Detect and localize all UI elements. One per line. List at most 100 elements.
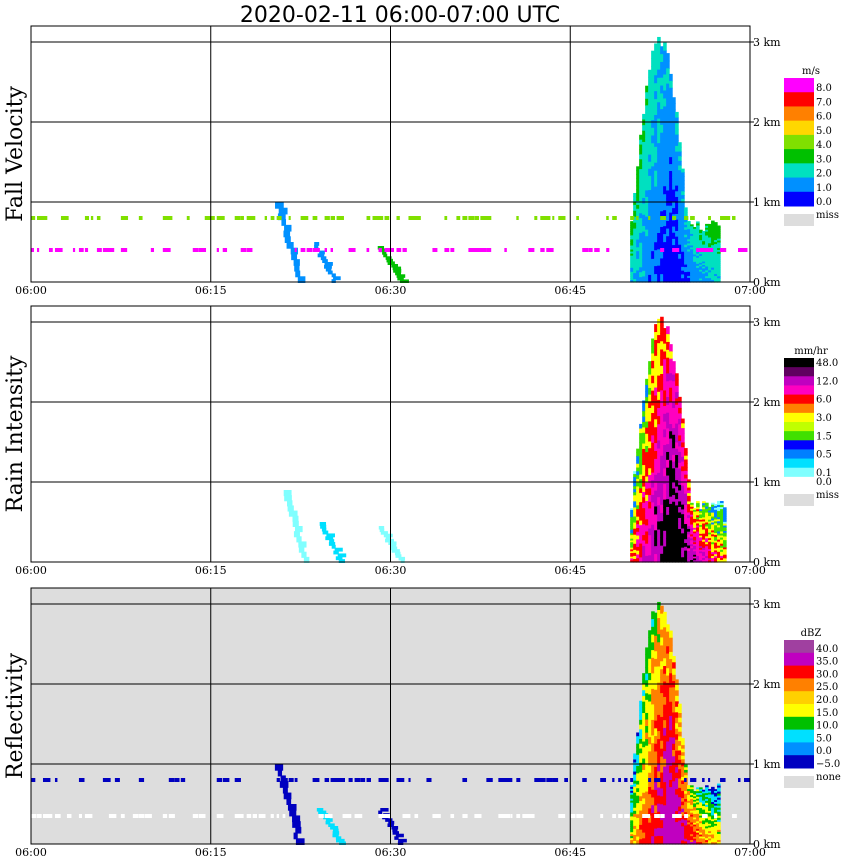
echo-cell [630, 231, 634, 234]
echo-cell [693, 554, 697, 558]
echo-cell [705, 812, 709, 816]
echo-cell [714, 507, 718, 511]
echo-cell [657, 480, 661, 490]
echo-cell [630, 522, 634, 525]
echo-cell [639, 781, 643, 788]
echo-cell [699, 514, 703, 517]
echo-cell [699, 533, 703, 537]
x-tick-label: 06:00 [15, 564, 47, 577]
echo-cell [681, 418, 685, 424]
echo-cell [642, 427, 646, 434]
echo-cell [654, 75, 658, 84]
echo-cell [654, 458, 658, 468]
echo-cell [630, 265, 634, 269]
echo-cell [645, 403, 649, 410]
echo-cell [633, 264, 637, 268]
echo-cell [678, 773, 682, 780]
echo-cell [693, 258, 697, 261]
precip-streak-pixel [333, 276, 341, 281]
echo-cell [645, 216, 649, 224]
echo-cell [720, 517, 724, 520]
echo-cell [711, 236, 715, 240]
echo-cell [687, 241, 691, 244]
echo-cell [711, 821, 715, 824]
echo-cell [645, 446, 649, 453]
echo-cell [651, 750, 655, 760]
echo-cell [636, 166, 640, 171]
echo-cell [633, 540, 637, 545]
echo-line-pixel [648, 778, 652, 782]
echo-cell [660, 708, 664, 718]
echo-cell [711, 267, 715, 271]
echo-cell [684, 558, 688, 563]
colorbar-label: 1.5 [816, 431, 832, 442]
echo-cell [717, 803, 721, 807]
echo-cell [639, 188, 643, 195]
echo-cell [666, 778, 670, 787]
echo-cell [705, 560, 709, 563]
echo-cell [675, 800, 679, 807]
echo-cell [663, 50, 667, 60]
echo-cell [636, 459, 640, 465]
precip-streak-pixel [396, 274, 406, 278]
echo-cell [699, 791, 703, 794]
echo-cell [681, 518, 685, 525]
echo-cell [678, 792, 682, 798]
echo-cell [657, 731, 661, 740]
echo-cell [666, 236, 670, 245]
echo-cell [633, 219, 637, 224]
echo-cell [651, 789, 655, 799]
echo-cell [714, 532, 718, 536]
echo-cell [663, 828, 667, 837]
echo-cell [660, 496, 664, 506]
echo-cell [714, 801, 718, 805]
echo-cell [663, 820, 667, 830]
echo-cell [666, 763, 670, 772]
echo-cell [639, 242, 643, 249]
echo-cell [645, 653, 649, 662]
echo-cell [699, 798, 703, 802]
echo-cell [681, 745, 685, 750]
echo-cell [702, 254, 706, 258]
echo-cell [711, 506, 715, 510]
echo-cell [705, 800, 709, 804]
echo-cell [717, 251, 721, 255]
echo-cell [690, 810, 694, 814]
echo-cell [687, 789, 691, 792]
echo-cell [636, 482, 640, 488]
echo-cell [708, 534, 712, 537]
echo-cell [663, 491, 667, 501]
echo-cell [714, 278, 718, 281]
echo-line-pixel [444, 248, 450, 252]
echo-cell [654, 67, 658, 76]
echo-cell [678, 545, 682, 552]
echo-cell [699, 269, 703, 273]
echo-cell [711, 522, 715, 526]
echo-cell [630, 233, 634, 236]
echo-line-pixel [690, 778, 697, 782]
echo-cell [699, 273, 703, 276]
echo-cell [678, 713, 682, 719]
precip-streak-pixel [289, 809, 297, 817]
echo-cell [645, 384, 649, 392]
echo-cell [666, 428, 670, 437]
colorbar-swatch [784, 412, 814, 423]
echo-cell [681, 514, 685, 520]
echo-cell [699, 830, 703, 834]
echo-cell [672, 535, 676, 543]
echo-cell [645, 105, 649, 113]
echo-cell [693, 840, 697, 843]
echo-cell [657, 359, 661, 369]
echo-cell [651, 797, 655, 806]
echo-cell [633, 810, 637, 815]
echo-cell [681, 232, 685, 238]
echo-cell [696, 263, 700, 267]
echo-cell [669, 532, 673, 541]
echo-cell [705, 252, 709, 256]
echo-cell [630, 517, 634, 520]
echo-cell [654, 705, 658, 714]
colorbar-label: 7.0 [816, 97, 832, 108]
echo-cell [705, 260, 709, 264]
echo-cell [687, 493, 691, 497]
echo-cell [651, 626, 655, 636]
